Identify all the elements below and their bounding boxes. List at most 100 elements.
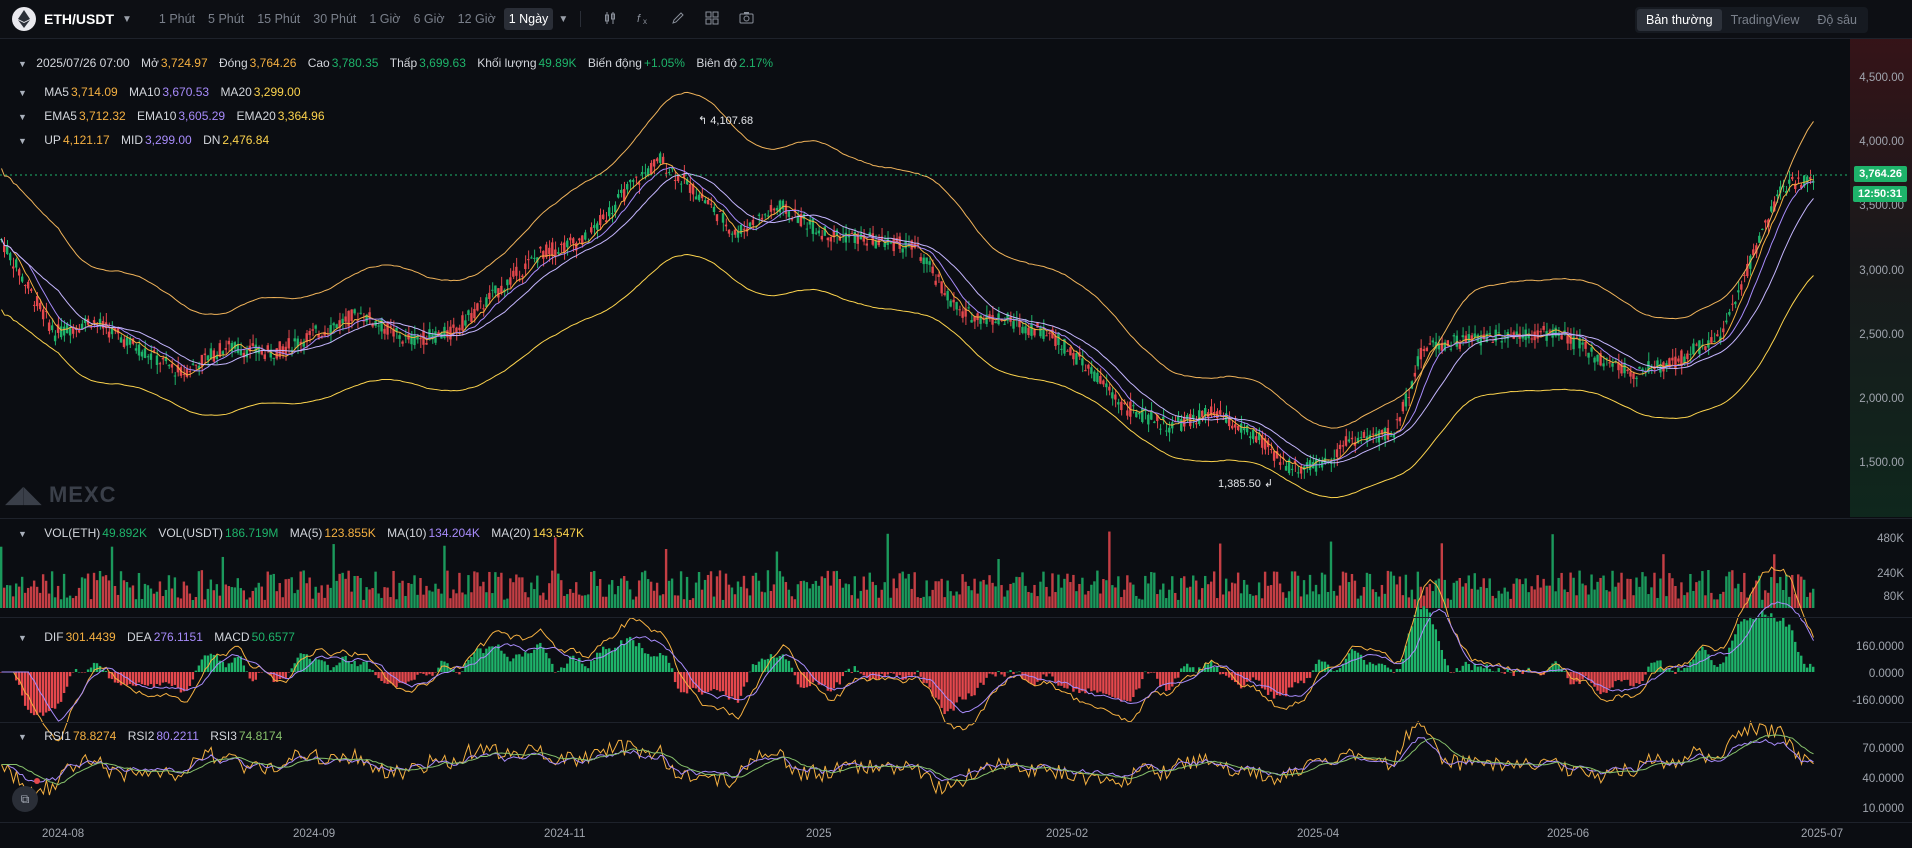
candle-body [1392,434,1396,438]
macd-histogram-bar [1302,672,1306,684]
volume-bar [179,598,183,608]
macd-histogram-bar [1093,672,1096,691]
candle-body [92,320,96,323]
candle-body [1084,369,1087,372]
pencil-icon[interactable] [671,11,685,28]
volume-bar [1431,591,1435,608]
volume-bar [874,585,877,608]
candle-body [476,303,479,311]
candle-body [11,266,15,269]
macd-histogram-bar [688,672,692,690]
volume-bar [161,596,165,608]
candle-body [766,215,770,217]
macd-histogram-bar [964,672,967,700]
volume-bar [578,594,581,608]
macd-histogram-bar [131,672,135,686]
candle-body [1263,437,1267,450]
macd-histogram-bar [128,672,132,684]
volume-bar [278,583,281,608]
interval-1h[interactable]: 1 Giờ [369,12,401,26]
candle-body [745,228,749,232]
candle-body [1791,176,1794,180]
volume-bar [970,590,973,608]
pair-symbol[interactable]: ETH/USDT [44,11,114,27]
pane-divider-macd[interactable] [0,617,1912,618]
pane-divider-rsi[interactable] [0,722,1912,723]
volume-bar [1677,598,1680,608]
candle-body [1473,333,1476,338]
candle-body [1647,361,1650,373]
macd-histogram-bar [323,661,326,672]
collapse-chevron-icon[interactable]: ▼ [18,59,27,69]
pane-divider-volume[interactable] [0,518,1912,519]
macd-histogram-bar [640,648,644,672]
candle-body [62,326,66,336]
volume-bar [1377,596,1381,608]
collapse-chevron-icon[interactable]: ▼ [18,633,27,643]
volume-bar [1554,591,1557,608]
candle-body [1284,466,1288,471]
candle-body [500,285,503,293]
interval-1m[interactable]: 1 Phút [158,12,196,26]
volume-bar [682,599,686,608]
volume-bar [880,589,883,608]
macd-histogram-bar [563,667,566,672]
macd-histogram-bar [943,672,946,715]
candle-body [1767,219,1770,227]
candle-body [1539,330,1542,333]
volume-bar [982,579,985,608]
macd-histogram-bar [1338,668,1342,672]
collapse-chevron-icon[interactable]: ▼ [18,732,27,742]
macd-histogram-bar [287,672,290,673]
volume-bar [856,598,859,608]
collapse-chevron-icon[interactable]: ▼ [18,529,27,539]
tab-depth[interactable]: Độ sâu [1817,13,1857,27]
macd-histogram-bar [1344,658,1348,672]
macd-histogram-bar [868,672,871,681]
macd-histogram-bar [404,672,407,684]
camera-icon[interactable] [739,11,754,27]
volume-bar [886,533,889,608]
tab-basic-view[interactable]: Bản thường [1636,9,1722,31]
interval-6h[interactable]: 6 Giờ [413,12,445,26]
volume-bar [344,578,347,608]
macd-histogram-bar [389,672,392,684]
volume-bar [413,575,416,608]
candle-body [41,309,45,320]
candle-body [697,194,701,201]
interval-12h[interactable]: 12 Giờ [457,12,496,26]
bottom-left-widget-icon[interactable]: ⧉ [12,786,38,812]
collapse-chevron-icon[interactable]: ▼ [18,136,27,146]
interval-5m[interactable]: 5 Phút [208,12,245,26]
macd-histogram-bar [98,665,102,672]
volume-bar [245,599,248,608]
interval-15m[interactable]: 15 Phút [257,12,301,26]
macd-histogram-bar [137,672,141,683]
tab-tradingview[interactable]: TradingView [1730,13,1800,27]
candle-body [269,349,272,358]
indicator-icon[interactable] [603,11,617,28]
volume-bar [1332,590,1336,608]
collapse-chevron-icon[interactable]: ▼ [18,88,27,98]
volume-bar [649,581,653,608]
layout-grid-icon[interactable] [705,11,719,28]
candle-body [122,339,126,347]
pair-dropdown-chevron-icon[interactable]: ▼ [122,13,132,25]
candle-body [1461,335,1464,338]
macd-histogram-bar [425,672,428,676]
candle-body [865,243,868,246]
volume-bar [988,575,991,608]
change-value: +1.05% [643,56,685,70]
interval-1d[interactable]: 1 Ngày [503,8,554,30]
volume-bar [1075,591,1078,608]
macd-histogram-bar [637,642,641,672]
volume-bar [212,590,216,608]
volume-bar [1248,594,1252,608]
macd-histogram-bar [1740,621,1743,672]
interval-more-chevron-icon[interactable]: ▼ [558,13,569,25]
macd-histogram-bar [709,672,713,691]
collapse-chevron-icon[interactable]: ▼ [18,112,27,122]
interval-30m[interactable]: 30 Phút [313,12,357,26]
